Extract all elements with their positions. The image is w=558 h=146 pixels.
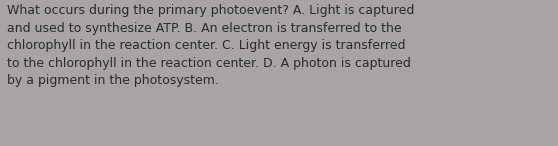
Text: What occurs during the primary photoevent? A. Light is captured
and used to synt: What occurs during the primary photoeven… xyxy=(7,4,415,87)
